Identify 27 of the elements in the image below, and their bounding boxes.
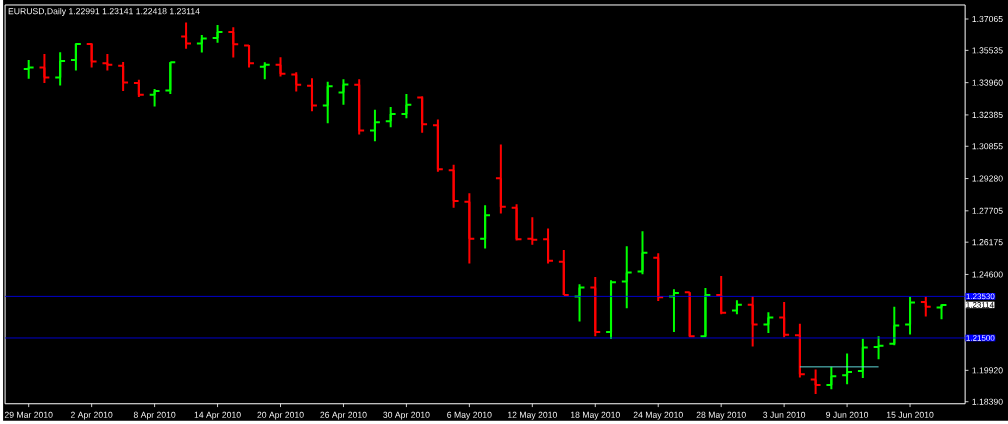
x-tick-label: 14 Apr 2010	[194, 411, 241, 420]
y-tick-label: 1.24600	[972, 271, 1003, 278]
x-tick-label: 2 Apr 2010	[70, 411, 113, 420]
x-tick-label: 26 Apr 2010	[320, 411, 367, 420]
y-tick-label: 1.30855	[972, 143, 1003, 150]
y-tick-label: 1.32385	[972, 111, 1003, 118]
x-tick-label: 20 Apr 2010	[257, 411, 304, 420]
x-tick-label: 3 Jun 2010	[763, 411, 806, 418]
y-tick-label: 1.33960	[972, 79, 1003, 86]
y-tick-label: 1.19920	[972, 367, 1003, 374]
x-tick-label: 24 May 2010	[633, 411, 683, 420]
y-tick-label: 1.26175	[972, 239, 1003, 246]
x-tick-label: 30 Apr 2010	[383, 411, 430, 420]
y-tick-label: 1.35535	[972, 47, 1003, 54]
x-tick-label: 9 Jun 2010	[826, 411, 869, 418]
x-tick-label: 28 May 2010	[696, 411, 746, 420]
x-tick-label: 6 May 2010	[447, 411, 492, 420]
y-tick-label: 1.29280	[972, 175, 1003, 182]
x-tick-label: 18 May 2010	[570, 411, 620, 420]
x-tick-label: 12 May 2010	[508, 411, 557, 420]
y-tick-label: 1.18390	[972, 398, 1003, 405]
x-tick-label: 8 Apr 2010	[133, 411, 176, 420]
x-tick-label: 29 Mar 2010	[4, 411, 53, 418]
y-tick-label: 1.37065	[972, 15, 1003, 23]
y-tick-label: 1.27705	[972, 207, 1003, 214]
x-tick-label: 15 Jun 2010	[886, 411, 934, 418]
chart-title: EURUSD,Daily 1.22991 1.23141 1.22418 1.23114	[8, 7, 200, 16]
